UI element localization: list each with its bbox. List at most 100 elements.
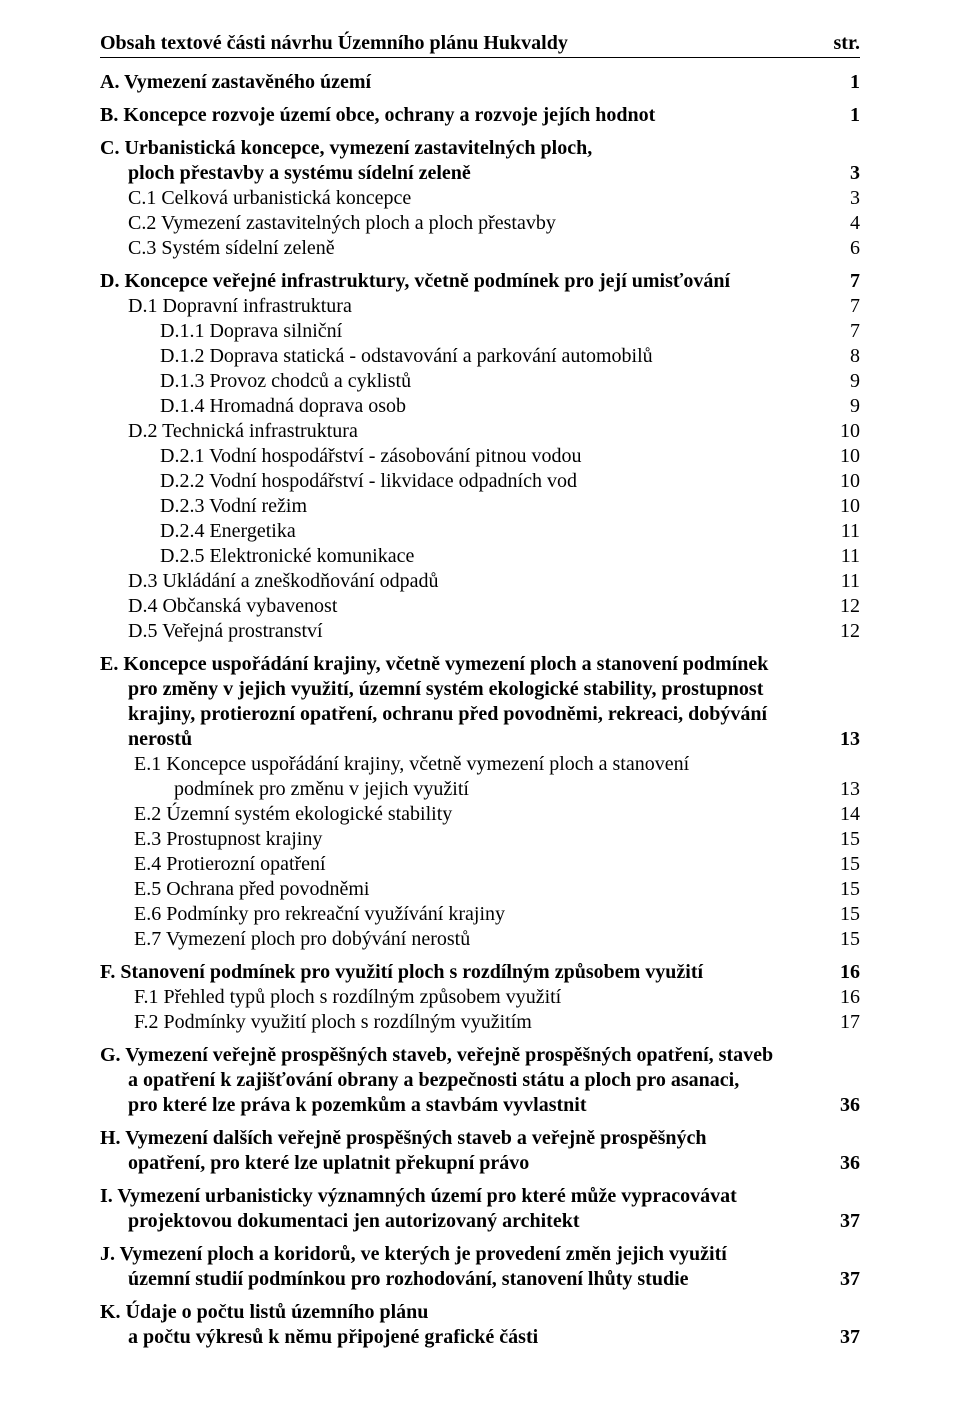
toc-c-label2: ploch přestavby a systému sídelní zeleně xyxy=(100,161,826,186)
toc-e2-page: 14 xyxy=(826,802,860,827)
toc-a-label: A. Vymezení zastavěného území xyxy=(100,70,826,95)
toc-e-l2: pro změny v jejich využití, územní systé… xyxy=(100,677,860,702)
toc-g-l3: pro které lze práva k pozemkům a stavbám… xyxy=(100,1093,860,1118)
toc-f2: F.2 Podmínky využití ploch s rozdílným v… xyxy=(100,1010,860,1035)
toc-d14-label: D.1.4 Hromadná doprava osob xyxy=(100,394,826,419)
toc-e-l3: krajiny, protierozní opatření, ochranu p… xyxy=(100,702,860,727)
toc-e5: E.5 Ochrana před povodněmi 15 xyxy=(100,877,860,902)
toc-d25-label: D.2.5 Elektronické komunikace xyxy=(100,544,826,569)
toc-e1-l2: podmínek pro změnu v jejich využití 13 xyxy=(100,777,860,802)
toc-f: F. Stanovení podmínek pro využití ploch … xyxy=(100,960,860,985)
toc-c1-label: C.1 Celková urbanistická koncepce xyxy=(100,186,826,211)
toc-e4-label: E.4 Protierozní opatření xyxy=(100,852,826,877)
toc-d12: D.1.2 Doprava statická - odstavování a p… xyxy=(100,344,860,369)
toc-d4-page: 12 xyxy=(826,594,860,619)
toc-d3-page: 11 xyxy=(826,569,860,594)
toc-d24: D.2.4 Energetika 11 xyxy=(100,519,860,544)
toc-g-l2: a opatření k zajišťování obrany a bezpeč… xyxy=(100,1068,860,1093)
toc-e3-page: 15 xyxy=(826,827,860,852)
toc-e2-label: E.2 Územní systém ekologické stability xyxy=(100,802,826,827)
toc-c3-label: C.3 Systém sídelní zeleně xyxy=(100,236,826,261)
toc-j-l2-label: územní studií podmínkou pro rozhodování,… xyxy=(100,1267,826,1292)
toc-d13-label: D.1.3 Provoz chodců a cyklistů xyxy=(100,369,826,394)
toc-title-row: Obsah textové části návrhu Územního plán… xyxy=(100,32,860,58)
toc-j-l1: J. Vymezení ploch a koridorů, ve kterých… xyxy=(100,1242,860,1267)
toc-d13-page: 9 xyxy=(826,369,860,394)
toc-e6: E.6 Podmínky pro rekreační využívání kra… xyxy=(100,902,860,927)
toc-d24-page: 11 xyxy=(826,519,860,544)
toc-a-page: 1 xyxy=(826,70,860,95)
toc-a: A. Vymezení zastavěného území 1 xyxy=(100,70,860,95)
toc-g-l1-label: G. Vymezení veřejně prospěšných staveb, … xyxy=(100,1043,826,1068)
toc-d1-page: 7 xyxy=(826,294,860,319)
toc-d1: D.1 Dopravní infrastruktura 7 xyxy=(100,294,860,319)
toc-i-l1-label: I. Vymezení urbanisticky významných územ… xyxy=(100,1184,826,1209)
toc-d3: D.3 Ukládání a zneškodňování odpadů 11 xyxy=(100,569,860,594)
toc-d11: D.1.1 Doprava silniční 7 xyxy=(100,319,860,344)
toc-d22-label: D.2.2 Vodní hospodářství - likvidace odp… xyxy=(100,469,826,494)
toc-e1-page: 13 xyxy=(826,777,860,802)
toc-d1-label: D.1 Dopravní infrastruktura xyxy=(100,294,826,319)
toc-d22: D.2.2 Vodní hospodářství - likvidace odp… xyxy=(100,469,860,494)
toc-k-l1: K. Údaje o počtu listů územního plánu xyxy=(100,1300,860,1325)
toc-d12-label: D.1.2 Doprava statická - odstavování a p… xyxy=(100,344,826,369)
toc-e4-page: 15 xyxy=(826,852,860,877)
toc-d5-label: D.5 Veřejná prostranství xyxy=(100,619,826,644)
toc-h-l2-label: opatření, pro které lze uplatnit překupn… xyxy=(100,1151,826,1176)
toc-e7-page: 15 xyxy=(826,927,860,952)
toc-d: D. Koncepce veřejné infrastruktury, včet… xyxy=(100,269,860,294)
toc-f1-label: F.1 Přehled typů ploch s rozdílným způso… xyxy=(100,985,826,1010)
toc-h-page: 36 xyxy=(826,1151,860,1176)
toc-e3: E.3 Prostupnost krajiny 15 xyxy=(100,827,860,852)
toc-c-label1: C. Urbanistická koncepce, vymezení zasta… xyxy=(100,136,826,161)
toc-e-l2-label: pro změny v jejich využití, územní systé… xyxy=(100,677,826,702)
toc-c3: C.3 Systém sídelní zeleně 6 xyxy=(100,236,860,261)
toc-g-page: 36 xyxy=(826,1093,860,1118)
toc-d23-page: 10 xyxy=(826,494,860,519)
toc-k-page: 37 xyxy=(826,1325,860,1350)
toc-g-l2-label: a opatření k zajišťování obrany a bezpeč… xyxy=(100,1068,826,1093)
toc-c2-page: 4 xyxy=(826,211,860,236)
toc-d4: D.4 Občanská vybavenost 12 xyxy=(100,594,860,619)
toc-title-page: str. xyxy=(834,32,860,55)
toc-c2: C.2 Vymezení zastavitelných ploch a ploc… xyxy=(100,211,860,236)
toc-f2-page: 17 xyxy=(826,1010,860,1035)
toc-d12-page: 8 xyxy=(826,344,860,369)
toc-f2-label: F.2 Podmínky využití ploch s rozdílným v… xyxy=(100,1010,826,1035)
toc-k-l1-label: K. Údaje o počtu listů územního plánu xyxy=(100,1300,826,1325)
toc-h-l2: opatření, pro které lze uplatnit překupn… xyxy=(100,1151,860,1176)
toc-e-page: 13 xyxy=(826,727,860,752)
toc-d21: D.2.1 Vodní hospodářství - zásobování pi… xyxy=(100,444,860,469)
toc-k-l2-label: a počtu výkresů k němu připojené grafick… xyxy=(100,1325,826,1350)
toc-h-l1-label: H. Vymezení dalších veřejně prospěšných … xyxy=(100,1126,826,1151)
toc-g-l1: G. Vymezení veřejně prospěšných staveb, … xyxy=(100,1043,860,1068)
toc-d-label: D. Koncepce veřejné infrastruktury, včet… xyxy=(100,269,826,294)
toc-f1: F.1 Přehled typů ploch s rozdílným způso… xyxy=(100,985,860,1010)
toc-j-page: 37 xyxy=(826,1267,860,1292)
toc-f-label: F. Stanovení podmínek pro využití ploch … xyxy=(100,960,826,985)
toc-d21-label: D.2.1 Vodní hospodářství - zásobování pi… xyxy=(100,444,826,469)
toc-c2-label: C.2 Vymezení zastavitelných ploch a ploc… xyxy=(100,211,826,236)
toc-i-l1: I. Vymezení urbanisticky významných územ… xyxy=(100,1184,860,1209)
toc-e1-l1-label: E.1 Koncepce uspořádání krajiny, včetně … xyxy=(100,752,826,777)
toc-g-l3-label: pro které lze práva k pozemkům a stavbám… xyxy=(100,1093,826,1118)
toc-d23: D.2.3 Vodní režim 10 xyxy=(100,494,860,519)
toc-e5-label: E.5 Ochrana před povodněmi xyxy=(100,877,826,902)
toc-j-l2: územní studií podmínkou pro rozhodování,… xyxy=(100,1267,860,1292)
toc-d14-page: 9 xyxy=(826,394,860,419)
page: Obsah textové části návrhu Územního plán… xyxy=(0,0,960,1408)
toc-e7-label: E.7 Vymezení ploch pro dobývání nerostů xyxy=(100,927,826,952)
toc-d14: D.1.4 Hromadná doprava osob 9 xyxy=(100,394,860,419)
toc-e3-label: E.3 Prostupnost krajiny xyxy=(100,827,826,852)
toc-d11-page: 7 xyxy=(826,319,860,344)
toc-i-l2-label: projektovou dokumentaci jen autorizovaný… xyxy=(100,1209,826,1234)
toc-c3-page: 6 xyxy=(826,236,860,261)
toc-e-l4-label: nerostů xyxy=(100,727,826,752)
toc-d24-label: D.2.4 Energetika xyxy=(100,519,826,544)
toc-j-l1-label: J. Vymezení ploch a koridorů, ve kterých… xyxy=(100,1242,826,1267)
toc-d22-page: 10 xyxy=(826,469,860,494)
toc-e4: E.4 Protierozní opatření 15 xyxy=(100,852,860,877)
toc-d3-label: D.3 Ukládání a zneškodňování odpadů xyxy=(100,569,826,594)
toc-d2: D.2 Technická infrastruktura 10 xyxy=(100,419,860,444)
toc-d25-page: 11 xyxy=(826,544,860,569)
